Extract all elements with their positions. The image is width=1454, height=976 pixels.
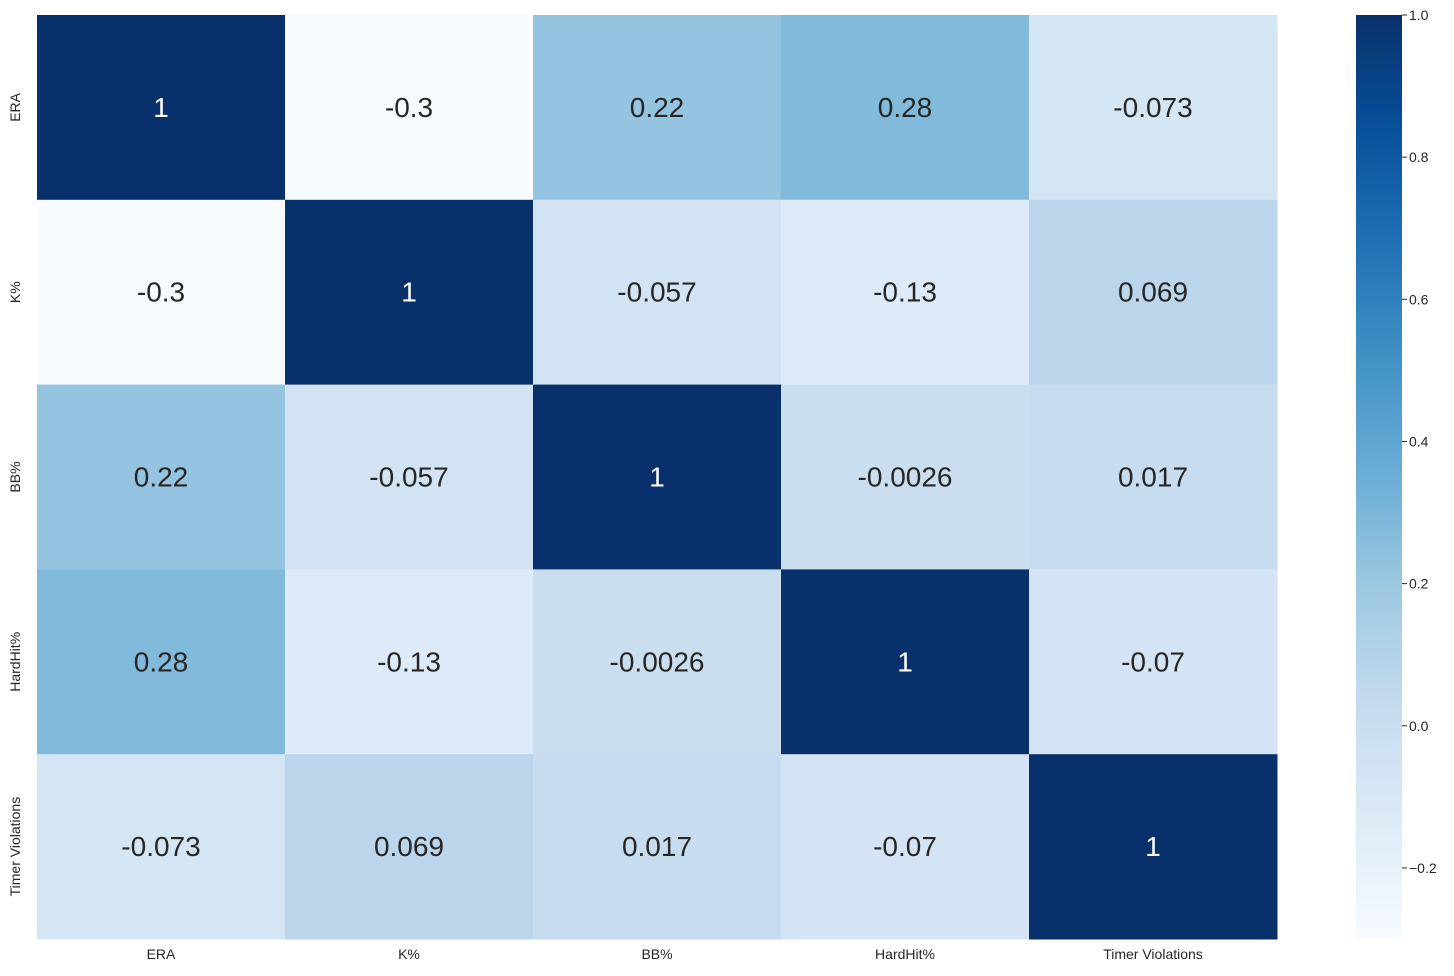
heatmap-cell-3-3 bbox=[781, 569, 1030, 755]
colorbar-tick-label: 0.6 bbox=[1409, 291, 1429, 307]
heatmap-cell-3-2 bbox=[533, 569, 782, 755]
heatmap-cell-2-0 bbox=[37, 384, 286, 570]
colorbar-tick-label: 0.4 bbox=[1409, 433, 1429, 449]
heatmap-cell-1-0 bbox=[37, 199, 286, 386]
cell-value-label-1-2: -0.057 bbox=[617, 277, 696, 308]
y-tick-label: HardHit% bbox=[7, 632, 23, 692]
heatmap-cell-4-3 bbox=[781, 754, 1030, 940]
y-tick-label: Timer Violations bbox=[7, 797, 23, 897]
heatmap-cell-4-2 bbox=[533, 754, 782, 940]
cell-value-label-3-2: -0.0026 bbox=[610, 646, 705, 677]
heatmap-cells bbox=[37, 15, 1278, 940]
cell-value-label-3-1: -0.13 bbox=[377, 646, 441, 677]
heatmap-cell-0-2 bbox=[533, 15, 782, 201]
heatmap-cell-3-1 bbox=[285, 569, 534, 755]
y-axis: ERA K% BB% HardHit% Timer Violations bbox=[7, 92, 23, 896]
cell-value-label-1-3: -0.13 bbox=[873, 277, 937, 308]
heatmap-cell-4-1 bbox=[285, 754, 534, 940]
heatmap-cell-2-4 bbox=[1029, 384, 1278, 570]
cell-value-label-3-4: -0.07 bbox=[1121, 646, 1185, 677]
cell-value-label-4-4: 1 bbox=[1145, 831, 1161, 862]
cell-value-label-1-1: 1 bbox=[401, 277, 417, 308]
colorbar-tick-label: 0.0 bbox=[1409, 718, 1429, 734]
cell-value-label-0-4: -0.073 bbox=[1113, 92, 1192, 123]
x-tick-label: K% bbox=[398, 946, 420, 962]
cell-value-label-4-2: 0.017 bbox=[622, 831, 692, 862]
cell-value-label-4-1: 0.069 bbox=[374, 831, 444, 862]
x-tick-label: Timer Violations bbox=[1103, 946, 1203, 962]
colorbar-tick-label: 0.2 bbox=[1409, 576, 1429, 592]
heatmap-annotations: 1 -0.3 0.22 0.28 -0.073 -0.3 1 -0.057 -0.13 0.069… bbox=[121, 92, 1192, 862]
heatmap-cell-2-2 bbox=[533, 384, 782, 570]
colorbar-tick-label: 1.0 bbox=[1409, 7, 1429, 23]
cell-value-label-0-2: 0.22 bbox=[630, 92, 685, 123]
cell-value-label-0-1: -0.3 bbox=[385, 92, 433, 123]
cell-value-label-4-3: -0.07 bbox=[873, 831, 937, 862]
heatmap-cell-2-3 bbox=[781, 384, 1030, 570]
heatmap-cell-1-4 bbox=[1029, 199, 1278, 386]
heatmap-cell-4-4 bbox=[1029, 754, 1278, 940]
heatmap-cell-2-1 bbox=[285, 384, 534, 570]
cell-value-label-0-3: 0.28 bbox=[878, 92, 933, 123]
heatmap-cell-0-0 bbox=[37, 15, 286, 201]
cell-value-label-3-0: 0.28 bbox=[134, 646, 189, 677]
colorbar-tick-label: −0.2 bbox=[1409, 860, 1437, 876]
heatmap-cell-3-4 bbox=[1029, 569, 1278, 755]
cell-value-label-0-0: 1 bbox=[153, 92, 169, 123]
cell-value-label-3-3: 1 bbox=[897, 646, 913, 677]
colorbar-tick-label: 0.8 bbox=[1409, 149, 1429, 165]
cell-value-label-2-3: -0.0026 bbox=[858, 462, 953, 493]
cell-value-label-2-0: 0.22 bbox=[134, 462, 189, 493]
heatmap-cell-3-0 bbox=[37, 569, 286, 755]
heatmap-cell-0-3 bbox=[781, 15, 1030, 201]
colorbar-gradient bbox=[1356, 15, 1402, 939]
x-tick-label: ERA bbox=[147, 946, 176, 962]
heatmap-cell-0-1 bbox=[285, 15, 534, 201]
x-tick-label: HardHit% bbox=[875, 946, 935, 962]
heatmap-cell-1-3 bbox=[781, 199, 1030, 386]
heatmap-cell-1-1 bbox=[285, 199, 534, 386]
cell-value-label-4-0: -0.073 bbox=[121, 831, 200, 862]
y-tick-label: ERA bbox=[7, 92, 23, 121]
cell-value-label-2-1: -0.057 bbox=[369, 462, 448, 493]
x-axis: ERA K% BB% HardHit% Timer Violations bbox=[147, 946, 1203, 962]
cell-value-label-2-4: 0.017 bbox=[1118, 462, 1188, 493]
y-tick-label: BB% bbox=[7, 461, 23, 492]
x-tick-label: BB% bbox=[641, 946, 672, 962]
heatmap-cell-4-0 bbox=[37, 754, 286, 940]
cell-value-label-2-2: 1 bbox=[649, 462, 665, 493]
heatmap-cell-1-2 bbox=[533, 199, 782, 386]
y-tick-label: K% bbox=[7, 281, 23, 303]
cell-value-label-1-0: -0.3 bbox=[137, 277, 185, 308]
colorbar: −0.2 0.0 0.2 0.4 0.6 0.8 1.0 bbox=[1356, 7, 1437, 939]
heatmap-cell-0-4 bbox=[1029, 15, 1278, 201]
cell-value-label-1-4: 0.069 bbox=[1118, 277, 1188, 308]
